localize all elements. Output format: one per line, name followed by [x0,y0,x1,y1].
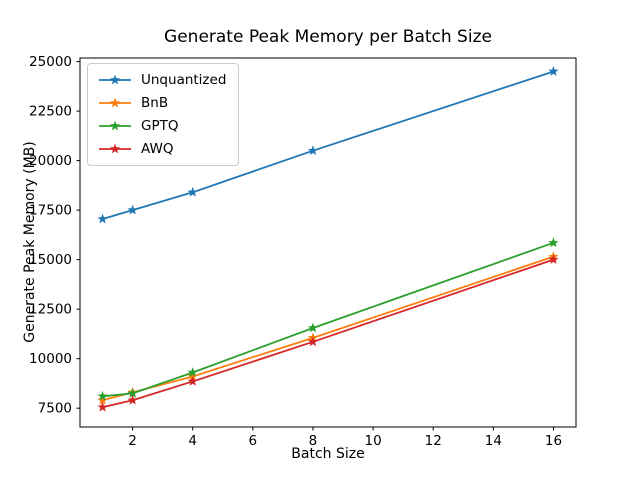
y-tick-label: 12500 [29,302,72,318]
x-tick-label: 10 [364,433,381,449]
legend-label: GPTQ [141,118,179,134]
legend-line-marker-icon [99,143,131,154]
legend-item-awq: AWQ [98,140,226,158]
data-point-marker-awq [127,394,138,405]
legend-label: BnB [141,95,169,111]
x-tick-label: 4 [188,433,197,449]
data-point-marker-unquantized [187,186,198,197]
data-point-marker-unquantized [548,66,559,76]
data-point-marker-gptq [548,237,559,248]
legend-item-bnb: BnB [98,94,226,112]
data-point-marker-unquantized [127,204,138,215]
legend-label: Unquantized [141,72,227,88]
data-point-marker-gptq [97,390,108,401]
series-line-bnb [102,255,554,402]
legend-label: AWQ [141,141,174,157]
x-tick-label: 8 [309,433,318,449]
legend-line-marker-icon [99,97,131,108]
y-tick-label: 22500 [29,104,72,120]
legend-line-marker-icon [99,74,131,85]
data-point-marker-awq [187,376,198,386]
x-tick-label: 14 [485,433,502,449]
y-tick-label: 7500 [38,401,72,417]
chart-title: Generate Peak Memory per Batch Size [164,27,492,47]
legend-line-marker-icon [99,120,131,131]
y-tick-label: 15000 [29,252,72,268]
data-point-marker-awq [97,401,108,412]
data-point-marker-bnb [187,371,198,381]
data-point-marker-gptq [127,387,138,398]
y-tick-label: 25000 [29,54,72,70]
legend-item-unquantized: Unquantized [98,71,226,89]
plot-border [79,57,577,428]
x-tick-label: 2 [128,433,137,449]
y-tick-label: 17500 [29,203,72,219]
x-axis-label: Batch Size [291,446,365,462]
y-tick-label: 10000 [29,351,72,367]
x-tick-label: 6 [249,433,258,449]
x-tick-label: 16 [545,433,562,449]
data-point-marker-gptq [187,367,198,377]
series-line-gptq [102,241,554,398]
data-point-marker-gptq [307,322,319,333]
data-point-marker-awq [307,336,319,347]
legend-item-gptq: GPTQ [98,117,226,135]
data-point-marker-unquantized [97,213,108,224]
data-point-marker-awq [548,254,559,264]
y-tick-label: 20000 [29,153,72,169]
data-point-marker-unquantized [307,145,319,156]
y-axis-label: Generate Peak Memory (MB) [22,141,38,343]
x-tick-label: 12 [425,433,442,449]
legend: Unquantized BnB GPTQ AWQ [87,63,240,166]
data-point-marker-bnb [97,394,108,405]
